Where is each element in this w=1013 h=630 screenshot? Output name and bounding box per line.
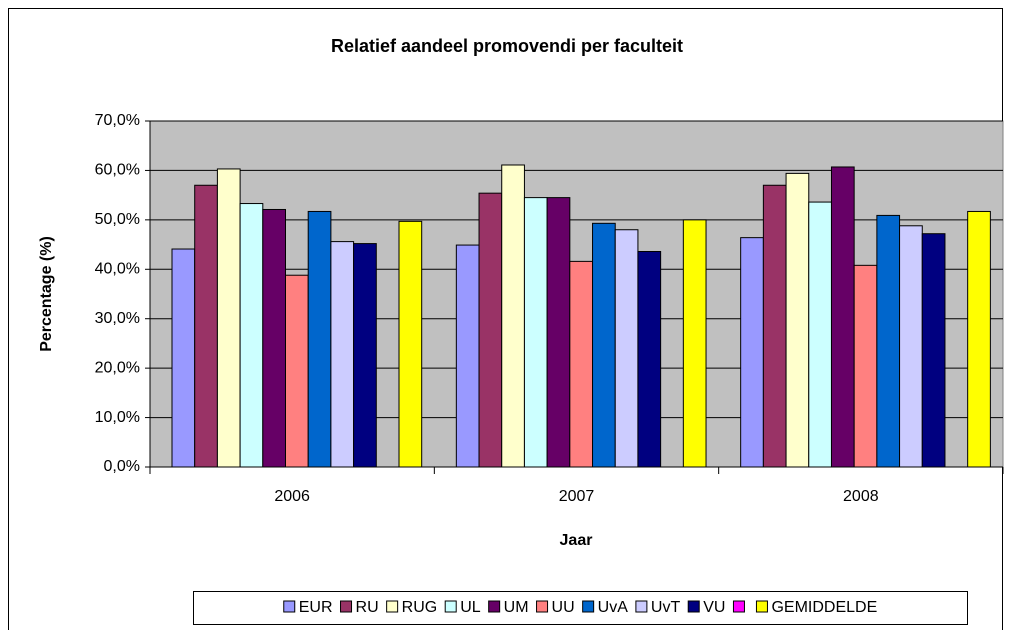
bar — [353, 243, 377, 468]
x-tick-label: 2007 — [559, 488, 595, 505]
bar — [307, 210, 332, 468]
bar — [762, 184, 787, 468]
legend-swatch — [755, 600, 768, 613]
legend-label: GEMIDDELDE — [771, 599, 877, 616]
y-tick-label: 60,0% — [95, 162, 140, 179]
legend-swatch — [340, 600, 353, 613]
y-tick-label: 50,0% — [95, 211, 140, 228]
bar — [785, 172, 810, 468]
legend-swatch — [488, 600, 501, 613]
x-tick-label: 2008 — [843, 488, 879, 505]
y-tick-label: 20,0% — [95, 359, 140, 376]
y-tick-label: 40,0% — [95, 261, 140, 278]
bar — [830, 166, 855, 468]
bar — [285, 274, 309, 468]
bar — [899, 225, 923, 468]
legend-swatch — [283, 600, 296, 613]
legend — [193, 591, 968, 625]
legend-swatch — [582, 600, 595, 613]
legend-swatch — [536, 600, 549, 613]
bar — [501, 164, 525, 468]
bar — [455, 244, 480, 468]
y-axis-label: Percentage (%) — [38, 236, 55, 352]
bar — [478, 192, 503, 468]
bar — [216, 168, 241, 468]
bar — [682, 219, 707, 468]
legend-label: EUR — [299, 599, 333, 616]
legend-label: RU — [356, 599, 379, 616]
bar — [853, 264, 878, 468]
legend-label: UvA — [598, 599, 629, 616]
bar — [398, 220, 423, 468]
bar — [171, 248, 196, 468]
y-tick-label: 70,0% — [95, 112, 140, 129]
legend-label: UL — [460, 599, 481, 616]
legend-label: UvT — [651, 599, 681, 616]
legend-label: RUG — [402, 599, 438, 616]
x-tick-label: 2006 — [274, 488, 310, 505]
bar — [194, 184, 218, 468]
bar — [637, 250, 662, 468]
bar — [808, 201, 832, 468]
y-tick-label: 30,0% — [95, 310, 140, 327]
bar — [740, 237, 764, 468]
legend-swatch — [687, 600, 700, 613]
chart-title: Relatief aandeel promovendi per facultei… — [331, 36, 683, 56]
bar — [523, 197, 548, 468]
bar — [592, 222, 616, 468]
legend-swatch — [732, 600, 745, 613]
y-tick-label: 10,0% — [95, 409, 140, 426]
legend-label: UM — [504, 599, 529, 616]
legend-label: VU — [703, 599, 725, 616]
bar — [546, 197, 571, 468]
y-tick-label: 0,0% — [104, 458, 140, 475]
legend-label: UU — [552, 599, 575, 616]
bar — [262, 208, 286, 468]
legend-swatch — [444, 600, 457, 613]
bar — [967, 210, 991, 468]
bar — [876, 214, 901, 468]
bar — [569, 260, 594, 468]
bar — [614, 229, 639, 468]
legend-swatch — [635, 600, 648, 613]
bar — [921, 233, 946, 468]
x-axis-label: Jaar — [560, 532, 593, 549]
bar — [239, 203, 264, 468]
bar — [330, 241, 355, 468]
legend-swatch — [386, 600, 399, 613]
